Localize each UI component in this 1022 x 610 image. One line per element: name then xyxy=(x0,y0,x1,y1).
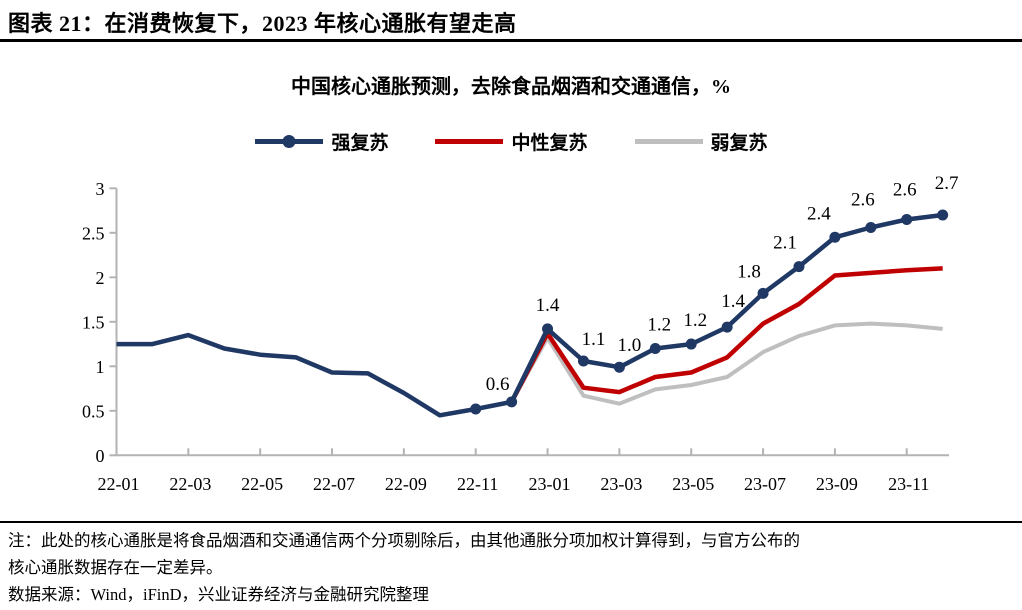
x-tick-label: 22-01 xyxy=(98,474,140,494)
legend-item-neutral: 中性复苏 xyxy=(434,128,588,155)
data-point-marker xyxy=(793,261,805,273)
legend-label-weak: 弱复苏 xyxy=(710,133,768,154)
data-point-label: 2.1 xyxy=(773,233,797,254)
data-point-marker xyxy=(721,321,733,333)
y-tick-label: 0 xyxy=(96,446,105,466)
note-text-line1: 注：此处的核心通胀是将食品烟酒和交通通信两个分项剔除后，由其他通胀分项加权计算得… xyxy=(8,531,800,550)
data-point-marker xyxy=(577,355,589,367)
data-point-marker xyxy=(506,396,518,408)
data-point-label: 1.0 xyxy=(618,335,642,356)
x-tick-label: 23-11 xyxy=(888,474,929,494)
data-source-text: 数据来源：Wind，iFinD，兴业证券经济与金融研究院整理 xyxy=(8,585,430,604)
x-tick-label: 22-03 xyxy=(169,474,211,494)
chart-title: 中国核心通胀预测，去除食品烟酒和交通通信，% xyxy=(291,76,731,98)
y-tick-label: 1 xyxy=(96,357,105,377)
x-tick-label: 23-01 xyxy=(529,474,571,494)
data-point-label: 1.4 xyxy=(721,291,745,312)
data-point-marker xyxy=(613,361,625,373)
data-point-marker xyxy=(470,403,482,415)
figure-header: 图表 21：在消费恢复下，2023 年核心通胀有望走高 xyxy=(0,0,1022,42)
data-point-label: 2.7 xyxy=(935,173,959,194)
data-point-marker xyxy=(685,338,697,350)
neutral-recovery-line-icon xyxy=(435,139,504,144)
data-point-label: 2.6 xyxy=(851,189,875,210)
data-point-label: 2.6 xyxy=(893,179,917,200)
y-tick-label: 1.5 xyxy=(82,312,105,332)
data-point-marker xyxy=(649,343,661,354)
legend-item-strong: 强复苏 xyxy=(254,128,388,155)
data-point-label: 2.4 xyxy=(807,203,831,224)
y-tick-label: 3 xyxy=(96,179,105,199)
series-line-中性复苏 xyxy=(509,266,943,403)
note-text-line2: 核心通胀数据存在一定差异。 xyxy=(8,558,223,577)
legend-item-weak: 弱复苏 xyxy=(634,128,768,155)
data-point-marker xyxy=(865,221,877,233)
y-tick-label: 0.5 xyxy=(82,401,105,421)
legend-label-neutral: 中性复苏 xyxy=(511,133,588,154)
y-tick-label: 2.5 xyxy=(82,223,105,243)
data-point-label: 1.8 xyxy=(737,261,761,282)
series-line-弱复苏 xyxy=(509,321,943,406)
x-tick-label: 23-07 xyxy=(744,474,786,494)
data-point-label: 1.4 xyxy=(536,295,560,316)
weak-recovery-line-icon xyxy=(634,139,703,144)
line-chart-plot: 0 0.5 1 1.5 2 2.5 3 22-01 22-03 22-05 22-07 22-09 22… xyxy=(82,173,959,494)
x-tick-label: 22-07 xyxy=(313,474,355,494)
figure-notes: 注：此处的核心通胀是将食品烟酒和交通通信两个分项剔除后，由其他通胀分项加权计算得… xyxy=(0,521,1022,610)
data-point-label: 1.2 xyxy=(647,315,671,336)
x-tick-label: 23-03 xyxy=(600,474,642,494)
x-tick-label: 22-11 xyxy=(457,474,498,494)
data-point-label: 1.1 xyxy=(582,329,606,350)
x-tick-label: 23-05 xyxy=(672,474,714,494)
data-point-label: 1.2 xyxy=(683,310,707,331)
legend-label-strong: 强复苏 xyxy=(331,133,389,154)
data-point-marker xyxy=(757,287,769,299)
chart-legend: 强复苏 中性复苏 弱复苏 xyxy=(0,128,1022,155)
series-line-强复苏 xyxy=(116,212,943,418)
y-tick-label: 2 xyxy=(96,268,105,288)
strong-recovery-line-icon xyxy=(255,135,324,148)
x-tick-label: 22-09 xyxy=(385,474,427,494)
data-point-marker xyxy=(937,209,949,221)
data-point-label: 0.6 xyxy=(486,374,510,395)
data-point-marker xyxy=(542,323,554,335)
x-tick-label: 23-09 xyxy=(816,474,858,494)
data-point-marker xyxy=(829,231,841,243)
data-point-marker xyxy=(901,213,913,225)
figure-title: 图表 21：在消费恢复下，2023 年核心通胀有望走高 xyxy=(8,11,517,36)
x-tick-label: 22-05 xyxy=(241,474,283,494)
